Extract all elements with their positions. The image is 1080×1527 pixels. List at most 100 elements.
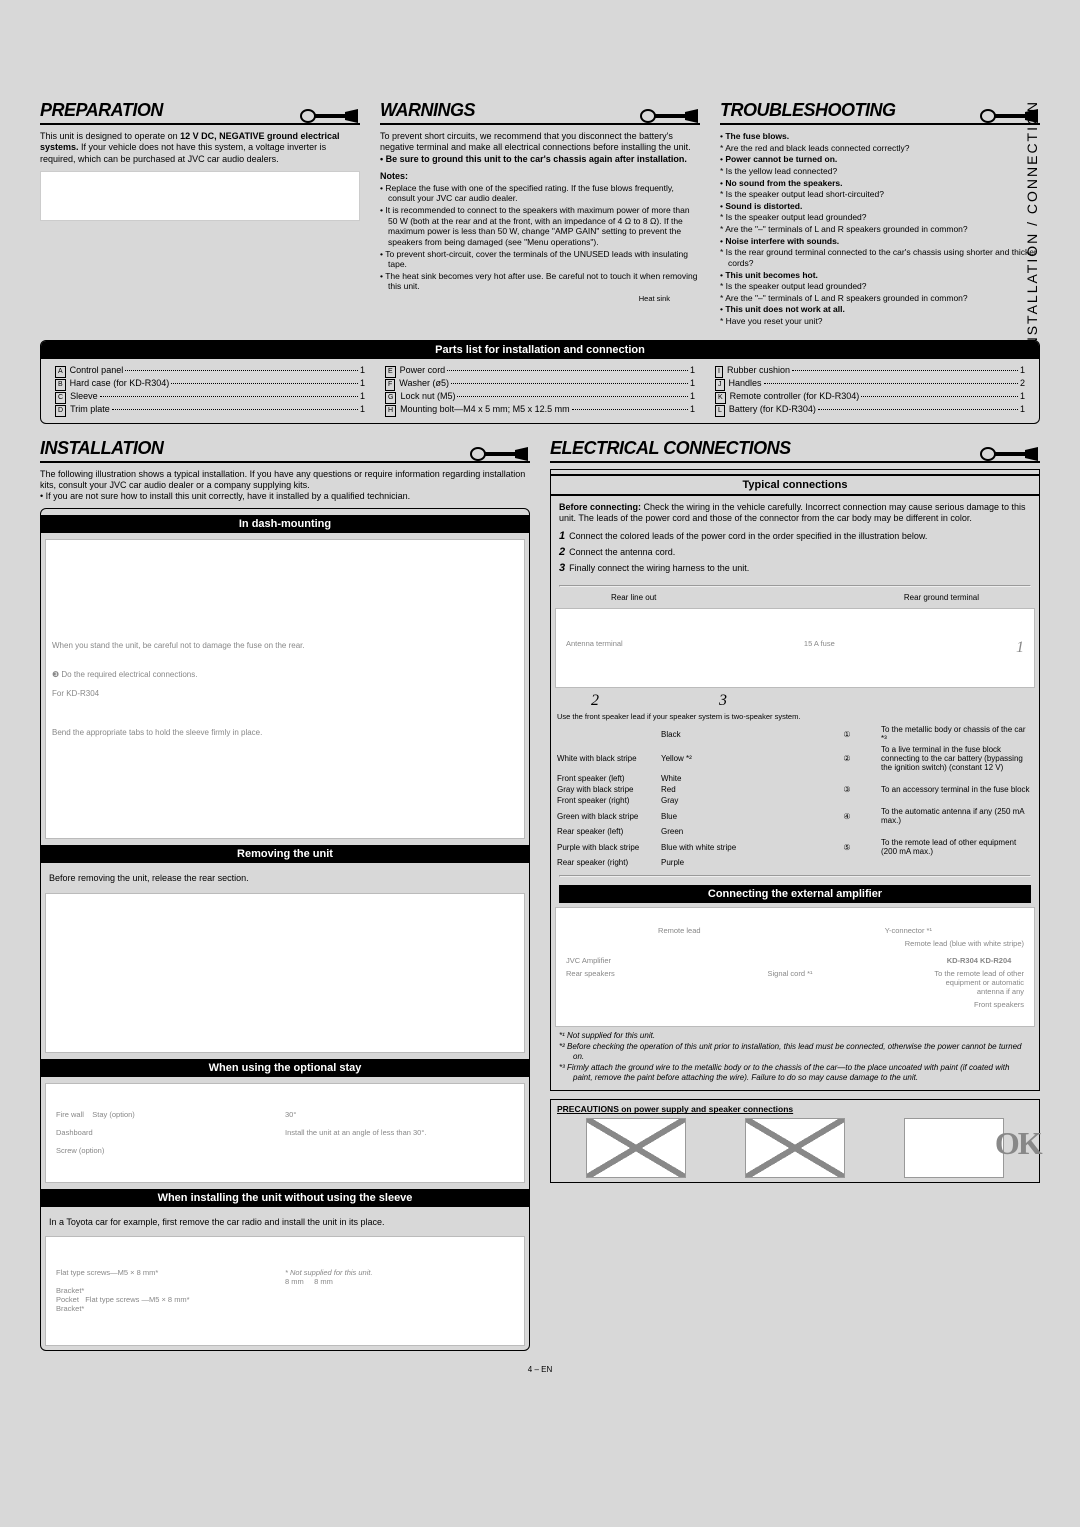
notes-label: Notes: <box>380 171 700 181</box>
bad-connection-diagram <box>745 1118 845 1178</box>
diagram-label: Flat type screws—M5 × 8 mm* <box>56 1268 158 1277</box>
footnote: *³ Firmly attach the ground wire to the … <box>559 1063 1031 1083</box>
part-row: DTrim plate1 <box>55 404 365 417</box>
part-row: FWasher (ø5)1 <box>385 378 695 391</box>
bad-connection-diagram <box>586 1118 686 1178</box>
warnings-intro: To prevent short circuits, we recommend … <box>380 131 700 154</box>
part-row: HMounting bolt—M4 x 5 mm; M5 x 12.5 mm1 <box>385 404 695 417</box>
warnings-note: It is recommended to connect to the spea… <box>380 205 700 248</box>
troubleshooting-item: Is the speaker output lead grounded? <box>720 281 1040 292</box>
parts-col: IRubber cushion1JHandles2KRemote control… <box>715 365 1025 417</box>
troubleshooting-item: This unit becomes hot. <box>720 270 1040 281</box>
troubleshooting-item: Is the yellow lead connected? <box>720 166 1040 177</box>
diagram-label: 8 mm <box>285 1277 304 1286</box>
removing-header: Removing the unit <box>41 845 529 863</box>
warnings-section: WARNINGS To prevent short circuits, we r… <box>380 100 700 328</box>
ok-label: OK <box>995 1125 1041 1162</box>
wire-row: White with black stripeYellow *²②To a li… <box>557 745 1033 772</box>
step-text: Connect the antenna cord. <box>569 547 675 557</box>
parts-col: AControl panel1BHard case (for KD-R304)1… <box>55 365 365 417</box>
preparation-section: PREPARATION This unit is designed to ope… <box>40 100 360 328</box>
wire-row: Purple with black stripeBlue with white … <box>557 838 1033 856</box>
diagram-label: Pocket <box>56 1295 79 1304</box>
part-row: LBattery (for KD-R304)1 <box>715 404 1025 417</box>
part-row: AControl panel1 <box>55 365 365 378</box>
diagram-label: * Not supplied for this unit. <box>285 1268 373 1277</box>
installation-heading: INSTALLATION <box>40 438 163 459</box>
dash-mounting-diagram: When you stand the unit, be careful not … <box>45 539 525 839</box>
heatsink-label: Heat sink <box>380 294 700 303</box>
part-row: EPower cord1 <box>385 365 695 378</box>
diagram-label: To the remote lead of other equipment or… <box>934 969 1024 996</box>
electrical-heading: ELECTRICAL CONNECTIONS <box>550 438 791 459</box>
diagram-label: Bracket* <box>56 1286 84 1295</box>
troubleshooting-item: Have you reset your unit? <box>720 316 1040 327</box>
troubleshooting-item: No sound from the speakers. <box>720 178 1040 189</box>
wrench-icon <box>980 445 1040 459</box>
part-row: JHandles2 <box>715 378 1025 391</box>
diagram-label: Rear line out <box>611 593 656 602</box>
preparation-body: This unit is designed to operate on 12 V… <box>40 131 360 165</box>
diagram-note: Bend the appropriate tabs to hold the sl… <box>52 728 518 737</box>
installation-intro2: If you are not sure how to install this … <box>40 491 530 502</box>
diagram-label: Signal cord *¹ <box>652 969 928 996</box>
diagram-label: 15 A fuse <box>804 639 835 657</box>
diagram-label: Remote lead (blue with white stripe) <box>566 939 1024 948</box>
diagram-label: Y-connector *¹ <box>885 926 932 935</box>
footnote: *¹ Not supplied for this unit. <box>559 1031 1031 1041</box>
step-text: Finally connect the wiring harness to th… <box>569 563 749 573</box>
wiring-table: Use the front speaker lead if your speak… <box>551 710 1039 867</box>
troubleshooting-heading: TROUBLESHOOTING <box>720 100 896 121</box>
before-connecting-label: Before connecting: <box>559 502 641 512</box>
good-connection-diagram: OK <box>904 1118 1004 1178</box>
diagram-label: 8 mm <box>314 1277 333 1286</box>
warnings-note: The heat sink becomes very hot after use… <box>380 271 700 292</box>
part-row: IRubber cushion1 <box>715 365 1025 378</box>
diagram-label: Front speakers <box>566 1000 1024 1009</box>
diagram-number: 3 <box>719 692 727 710</box>
troubleshooting-list: The fuse blows.Are the red and black lea… <box>720 131 1040 327</box>
diagram-label: JVC Amplifier <box>566 956 646 965</box>
part-row: KRemote controller (for KD-R304)1 <box>715 391 1025 404</box>
part-row: CSleeve1 <box>55 391 365 404</box>
stay-header: When using the optional stay <box>41 1059 529 1077</box>
warnings-notes-list: Replace the fuse with one of the specifi… <box>380 183 700 292</box>
pliers-illustration <box>40 171 360 221</box>
diagram-label: Remote lead <box>658 926 701 935</box>
diagram-label: Install the unit at an angle of less tha… <box>285 1128 426 1137</box>
part-row: GLock nut (M5)1 <box>385 391 695 404</box>
diagram-label: Fire wall <box>56 1110 84 1119</box>
preparation-heading: PREPARATION <box>40 100 163 121</box>
troubleshooting-item: Sound is distorted. <box>720 201 1040 212</box>
typical-header: Typical connections <box>551 474 1039 496</box>
precautions-box: PRECAUTIONS on power supply and speaker … <box>550 1099 1040 1183</box>
diagram-label: Rear ground terminal <box>904 593 979 602</box>
footnote: *² Before checking the operation of this… <box>559 1042 1031 1062</box>
nosleeve-header: When installing the unit without using t… <box>41 1189 529 1207</box>
troubleshooting-item: Power cannot be turned on. <box>720 154 1040 165</box>
wire-row: Front speaker (right)Gray <box>557 796 1033 805</box>
wire-row: Rear speaker (left)Green <box>557 827 1033 836</box>
wrench-icon <box>300 107 360 121</box>
page-side-tab: INSTALLATION / CONNECTION <box>1024 100 1040 353</box>
amp-header: Connecting the external amplifier <box>559 885 1031 903</box>
parts-list-box: Parts list for installation and connecti… <box>40 340 1040 424</box>
removing-diagram <box>45 893 525 1053</box>
wire-row: Black①To the metallic body or chassis of… <box>557 725 1033 743</box>
warnings-ground-line: Be sure to ground this unit to the car's… <box>380 154 700 165</box>
troubleshooting-item: Are the "–" terminals of L and R speaker… <box>720 293 1040 304</box>
troubleshooting-item: The fuse blows. <box>720 131 1040 142</box>
diagram-label: Dashboard <box>56 1128 93 1137</box>
diagram-label: Flat type screws —M5 × 8 mm* <box>85 1295 189 1304</box>
installation-section: INSTALLATION The following illustration … <box>40 438 530 1351</box>
amp-diagram: Remote lead Y-connector *¹ Remote lead (… <box>555 907 1035 1027</box>
troubleshooting-item: Are the "–" terminals of L and R speaker… <box>720 224 1040 235</box>
diagram-note: When you stand the unit, be careful not … <box>52 641 518 650</box>
diagram-note: Do the required electrical connections. <box>61 670 197 679</box>
diagram-note: For KD-R304 <box>52 689 518 698</box>
removing-text: Before removing the unit, release the re… <box>41 869 529 888</box>
footnotes: *¹ Not supplied for this unit. *² Before… <box>551 1031 1039 1090</box>
electrical-section: ELECTRICAL CONNECTIONS Typical connectio… <box>550 438 1040 1351</box>
diagram-number: 2 <box>591 692 599 710</box>
wrench-icon <box>470 445 530 459</box>
